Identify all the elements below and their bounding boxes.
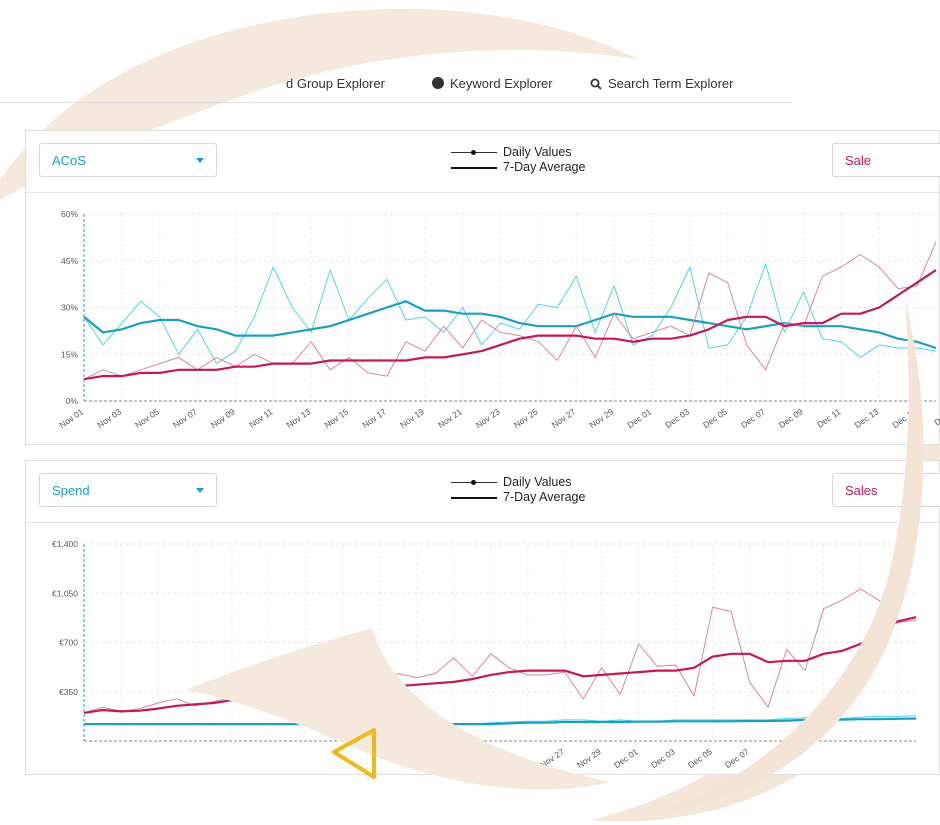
legend-daily-values: Daily Values	[451, 475, 585, 490]
x-tick-label: Dec 09	[760, 746, 788, 770]
y-tick-label: 60%	[61, 209, 78, 219]
x-tick-label: Dec 09	[777, 406, 805, 430]
legend-label: 7-Day Average	[503, 490, 586, 504]
x-tick-label: Nov 27	[550, 406, 578, 430]
grid: 0% 15% 30% 45% 60%	[61, 209, 936, 406]
x-tick-label: Dec 1	[932, 406, 940, 427]
legend-label: 7-Day Average	[503, 160, 586, 174]
thick-line-swatch	[451, 497, 497, 499]
x-tick-label: Nov 25	[512, 406, 540, 430]
x-tick-label: Dec 13	[853, 406, 881, 430]
x-tick-label: Nov 17	[360, 406, 388, 430]
x-tick-label: Dec 03	[649, 746, 677, 770]
x-tick-label: Nov 05	[133, 406, 161, 430]
dropdown-value: Sale	[845, 153, 872, 168]
legend-7-day-average: 7-Day Average	[451, 490, 585, 505]
y-tick-label: 0%	[66, 396, 79, 406]
x-tick-label: Nov 01	[57, 406, 85, 430]
nav-item-label: Search Term Explorer	[608, 76, 734, 91]
legend-label: Daily Values	[503, 475, 572, 489]
cream-swoosh-top	[0, 8, 640, 200]
x-tick-label: Dec 03	[663, 406, 691, 430]
nav-item-ad-group-explorer[interactable]: d Group Explorer	[286, 76, 385, 91]
series-line-spend-average	[84, 717, 917, 726]
y-tick-label: 15%	[61, 349, 78, 359]
y-tick-label: €700	[59, 638, 78, 648]
search-icon	[590, 78, 602, 90]
series-line-sales-daily	[83, 588, 917, 714]
x-tick-label: Nov 23	[474, 406, 502, 430]
x-tick-label: Dec 01	[625, 406, 653, 430]
y-tick-label: 45%	[61, 256, 78, 266]
point-marker-icon	[471, 480, 476, 485]
legend-daily-values: Daily Values	[451, 145, 585, 160]
legend-label: Daily Values	[503, 145, 572, 159]
explorer-nav: d Group Explorer Keyword Explorer Search…	[0, 68, 792, 103]
metric-dropdown-left[interactable]: ACoS	[39, 143, 217, 177]
x-tick-label: Nov 29	[587, 406, 615, 430]
x-tick-label: Nov 13	[285, 406, 313, 430]
acos-chart-panel: ACoS Daily Values 7-Day Average Sale 0% 1…	[25, 130, 940, 445]
x-tick-label: Nov 29	[575, 746, 603, 770]
nav-item-keyword-explorer[interactable]: Keyword Explorer	[432, 76, 553, 91]
filled-circle-icon	[432, 77, 444, 89]
grid: €350 €700 €1,050 €1,400	[52, 539, 916, 742]
x-tick-label: Dec 07	[739, 406, 767, 430]
x-tick-label: Dec 15	[890, 406, 918, 430]
x-tick-label: Nov 27	[538, 746, 566, 770]
dropdown-value: Spend	[52, 483, 90, 498]
x-tick-label: Dec 05	[701, 406, 729, 430]
metric-dropdown-right[interactable]: Sale	[832, 143, 940, 177]
y-tick-label: 30%	[61, 303, 78, 313]
x-tick-label: Nov 21	[436, 406, 464, 430]
nav-item-label: d Group Explorer	[286, 76, 385, 91]
y-tick-label: €1,050	[52, 588, 78, 598]
caret-down-icon	[196, 158, 204, 163]
x-tick-label: Nov 03	[95, 406, 123, 430]
spend-chart-panel: Spend Daily Values 7-Day Average Sales €…	[25, 460, 940, 775]
chart-legend: Daily Values 7-Day Average	[451, 145, 585, 175]
x-tick-label: Nov 11	[247, 406, 275, 429]
spend-line-chart: €350 €700 €1,050 €1,400 Nov 27 Nov 29 Dec 01 De…	[52, 539, 917, 770]
chart-legend: Daily Values 7-Day Average	[451, 475, 585, 505]
metric-dropdown-left[interactable]: Spend	[39, 473, 217, 507]
x-tick-label: Dec 11	[815, 406, 843, 429]
thick-line-swatch	[451, 167, 497, 169]
series-line-sales-daily	[83, 241, 937, 380]
y-tick-label: €1,400	[52, 539, 78, 549]
x-tick-label: Nov 19	[398, 406, 426, 430]
legend-7-day-average: 7-Day Average	[451, 160, 585, 175]
panel-header: ACoS Daily Values 7-Day Average Sale	[26, 131, 940, 193]
dropdown-value: ACoS	[52, 153, 86, 168]
point-marker-icon	[471, 150, 476, 155]
x-tick-label: Dec 01	[612, 746, 640, 770]
series-line-sales-average	[83, 269, 937, 381]
nav-item-search-term-explorer[interactable]: Search Term Explorer	[590, 76, 733, 91]
x-tick-label: Dec 07	[723, 746, 751, 770]
x-tick-label: Nov 09	[209, 406, 237, 430]
caret-down-icon	[196, 488, 204, 493]
x-tick-label: Nov 07	[171, 406, 199, 430]
acos-line-chart: 0% 15% 30% 45% 60% Nov 01 Nov 03 Nov 05 Nov 07 No…	[57, 209, 940, 430]
y-tick-label: €350	[59, 687, 78, 697]
x-tick-label: Dec 05	[686, 746, 714, 770]
x-tick-label: Nov 15	[322, 406, 350, 430]
series-line-sales-average	[83, 616, 917, 714]
nav-item-label: Keyword Explorer	[450, 76, 553, 91]
